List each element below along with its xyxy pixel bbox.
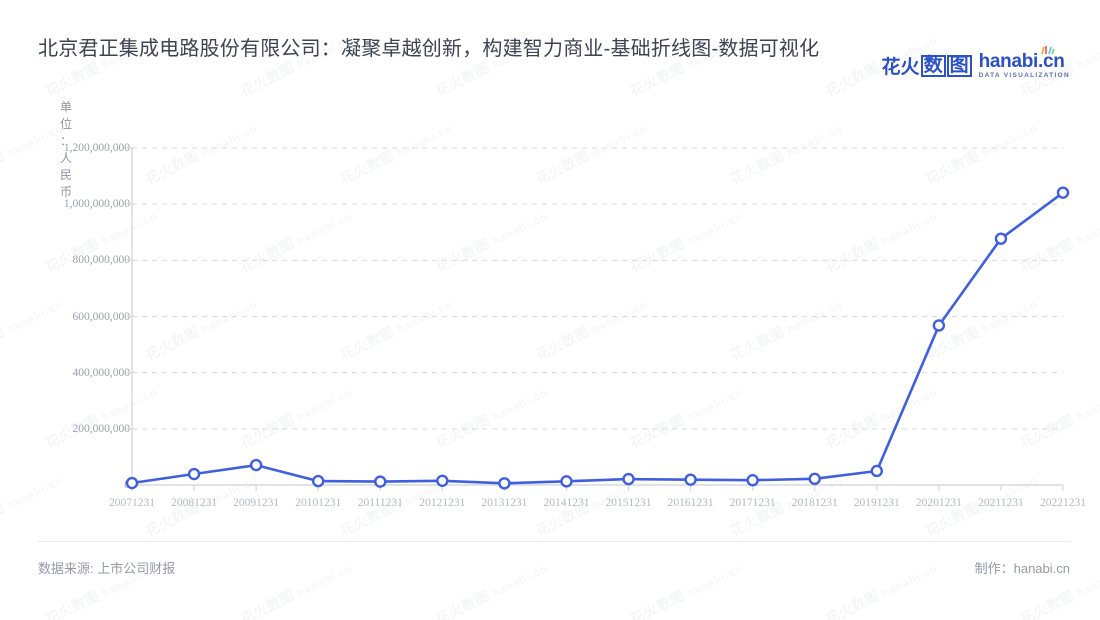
y-axis-tick-label: 600,000,000 [72,310,131,323]
x-axis-tick-label: 20211231 [978,497,1024,509]
credit-label: 制作：hanabi.cn [974,561,1070,576]
data-point-marker[interactable] [498,477,511,490]
sparkle-icon [1040,46,1055,55]
brand-logo-subtitle: DATA VISUALIZATION [978,72,1070,79]
x-axis-tick-label: 20101231 [295,497,342,509]
x-axis-tick-label: 20221231 [1040,497,1086,509]
data-point-marker[interactable] [746,474,759,487]
x-axis-tick-label: 20191231 [853,497,900,509]
y-axis-name-char: 单 [59,100,72,114]
x-axis-tick-label: 20151231 [605,497,652,509]
y-axis-name-char: ： [59,134,72,148]
data-point-marker[interactable] [374,475,387,488]
x-axis-tick-label: 20161231 [667,497,714,509]
brand-logo: 花火数图 hanabi.cn DATA VISUALIZATION [882,46,1070,80]
brand-logo-en: hanabi.cn [978,46,1070,72]
y-axis-name-char: 币 [59,185,72,199]
y-axis-name: 单位 ： 人民币 [58,99,74,201]
y-axis-tick-label: 1,000,000,000 [63,198,130,211]
data-point-marker[interactable] [436,474,449,487]
brand-logo-cn-part3: 图 [946,54,972,77]
data-point-marker[interactable] [249,458,263,472]
data-point-marker[interactable] [870,464,883,478]
y-axis-tick-label: 1,200,000,000 [63,142,130,154]
y-axis-name-char: 民 [59,168,72,182]
data-point-marker[interactable] [560,475,573,488]
y-axis-tick-label: 800,000,000 [72,254,131,267]
x-axis-tick-label: 20091231 [233,497,280,509]
x-axis-tick-label: 20171231 [729,497,776,509]
y-axis-tick-label: 200,000,000 [72,422,131,435]
y-axis-tick-label: 400,000,000 [72,366,131,379]
brand-logo-cn-part1: 花火 [881,57,920,79]
data-point-marker[interactable] [684,473,697,486]
data-point-marker[interactable] [187,467,201,481]
x-axis-tick-label: 20081231 [171,497,218,509]
brand-logo-cn: 花火数图 [882,52,972,79]
x-axis-tick-label: 20071231 [109,497,155,509]
x-axis-tick-label: 20181231 [791,497,838,509]
y-axis-ticks: 0200,000,000400,000,000600,000,000800,00… [0,0,130,620]
page-title: 北京君正集成电路股份有限公司：凝聚卓越创新，构建智力商业-基础折线图-数据可视化 [38,38,820,60]
brand-logo-en-text: hanabi.cn [978,51,1065,72]
brand-logo-en-block: hanabi.cn DATA VISUALIZATION [978,46,1070,80]
data-point-marker[interactable] [808,472,821,486]
data-source-label: 数据来源: 上市公司财报 [38,561,176,576]
x-axis-tick-label: 20111231 [357,497,403,509]
data-point-marker[interactable] [125,476,139,490]
data-point-marker[interactable] [622,472,635,486]
x-axis-tick-label: 20141231 [543,497,590,509]
data-point-marker[interactable] [932,319,946,332]
brand-logo-cn-part2: 数 [920,54,946,77]
data-point-marker[interactable] [1056,186,1070,199]
footer-divider [38,541,1070,542]
y-axis-name-char: 人 [59,151,72,165]
x-axis-tick-label: 20201231 [915,497,962,509]
x-axis-tick-label: 20131231 [481,497,528,509]
x-axis-tick-label: 20121231 [419,497,466,509]
data-point-marker[interactable] [312,474,325,488]
data-point-marker[interactable] [994,232,1008,245]
y-axis-name-char: 位 [59,117,72,131]
series-line [130,191,1065,485]
